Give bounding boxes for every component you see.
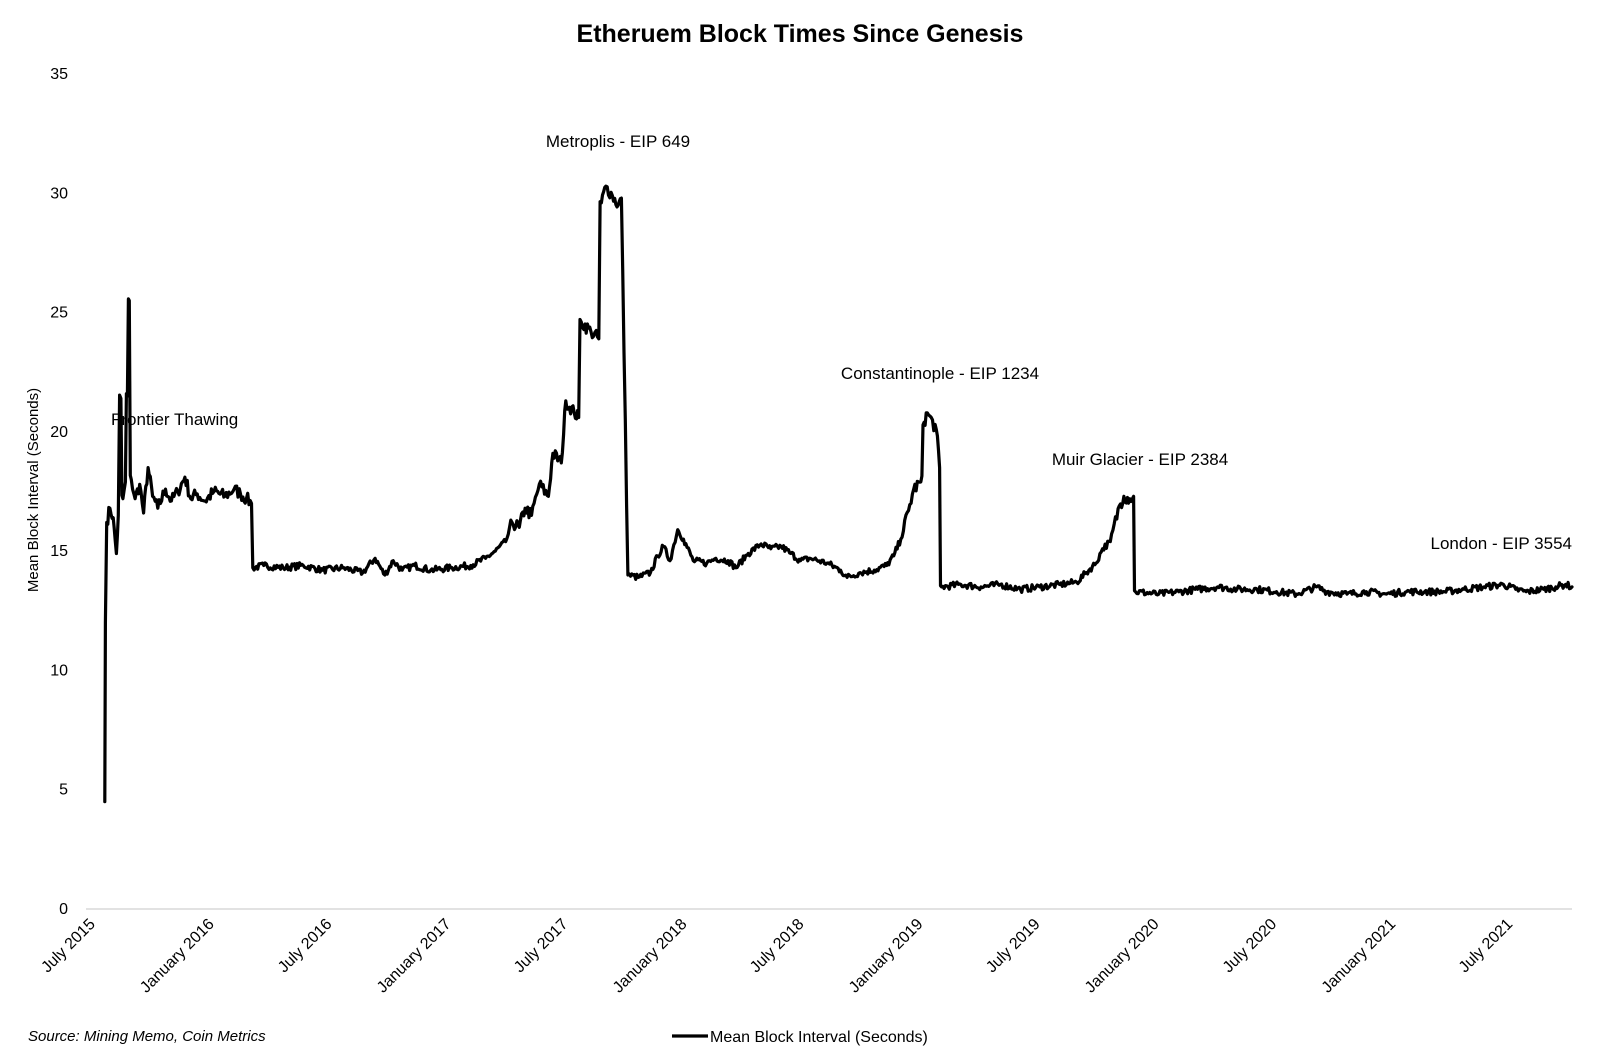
- source-note: Source: Mining Memo, Coin Metrics: [28, 1028, 266, 1045]
- x-tick-label: January 2020: [1082, 916, 1163, 997]
- y-tick-label: 15: [50, 543, 68, 560]
- chart-title: Etheruem Block Times Since Genesis: [577, 20, 1024, 48]
- x-tick-label: January 2018: [610, 916, 691, 997]
- annotation-label: Constantinople - EIP 1234: [841, 364, 1039, 383]
- x-tick-label: January 2021: [1319, 916, 1400, 997]
- annotations: Frontier Thawing Metroplis - EIP 649 Const…: [111, 132, 1572, 553]
- annotation-label: Metroplis - EIP 649: [546, 132, 690, 151]
- y-tick-label: 30: [50, 185, 68, 202]
- y-tick-label: 20: [50, 424, 68, 441]
- x-tick-label: July 2015: [38, 916, 99, 977]
- y-axis-label: Mean Block Interval (Seconds): [25, 388, 42, 592]
- y-tick-label: 35: [50, 66, 68, 83]
- series-line-mean-block-interval: [103, 184, 1574, 804]
- x-tick-label: January 2016: [137, 916, 218, 997]
- y-tick-label: 0: [59, 901, 68, 918]
- y-tick-label: 10: [50, 662, 68, 679]
- x-tick-label: July 2017: [511, 916, 572, 977]
- x-tick-label: January 2017: [374, 916, 455, 997]
- x-tick-label: July 2019: [983, 916, 1044, 977]
- y-axis-ticks: 0 5 10 15 20 25 30 35: [50, 66, 68, 918]
- x-tick-label: July 2020: [1220, 916, 1281, 977]
- y-tick-label: 25: [50, 305, 68, 322]
- y-tick-label: 5: [59, 782, 68, 799]
- x-tick-label: January 2019: [846, 916, 927, 997]
- x-tick-label: July 2016: [275, 916, 336, 977]
- annotation-label: London - EIP 3554: [1431, 534, 1572, 553]
- legend-label: Mean Block Interval (Seconds): [710, 1029, 928, 1046]
- annotation-label: Muir Glacier - EIP 2384: [1052, 450, 1228, 469]
- x-tick-label: July 2018: [747, 916, 808, 977]
- annotation-label: Frontier Thawing: [111, 410, 238, 429]
- legend: Mean Block Interval (Seconds): [672, 1029, 928, 1046]
- x-tick-label: July 2021: [1456, 916, 1517, 977]
- x-axis-ticks: July 2015 January 2016 July 2016 January 20…: [38, 916, 1516, 997]
